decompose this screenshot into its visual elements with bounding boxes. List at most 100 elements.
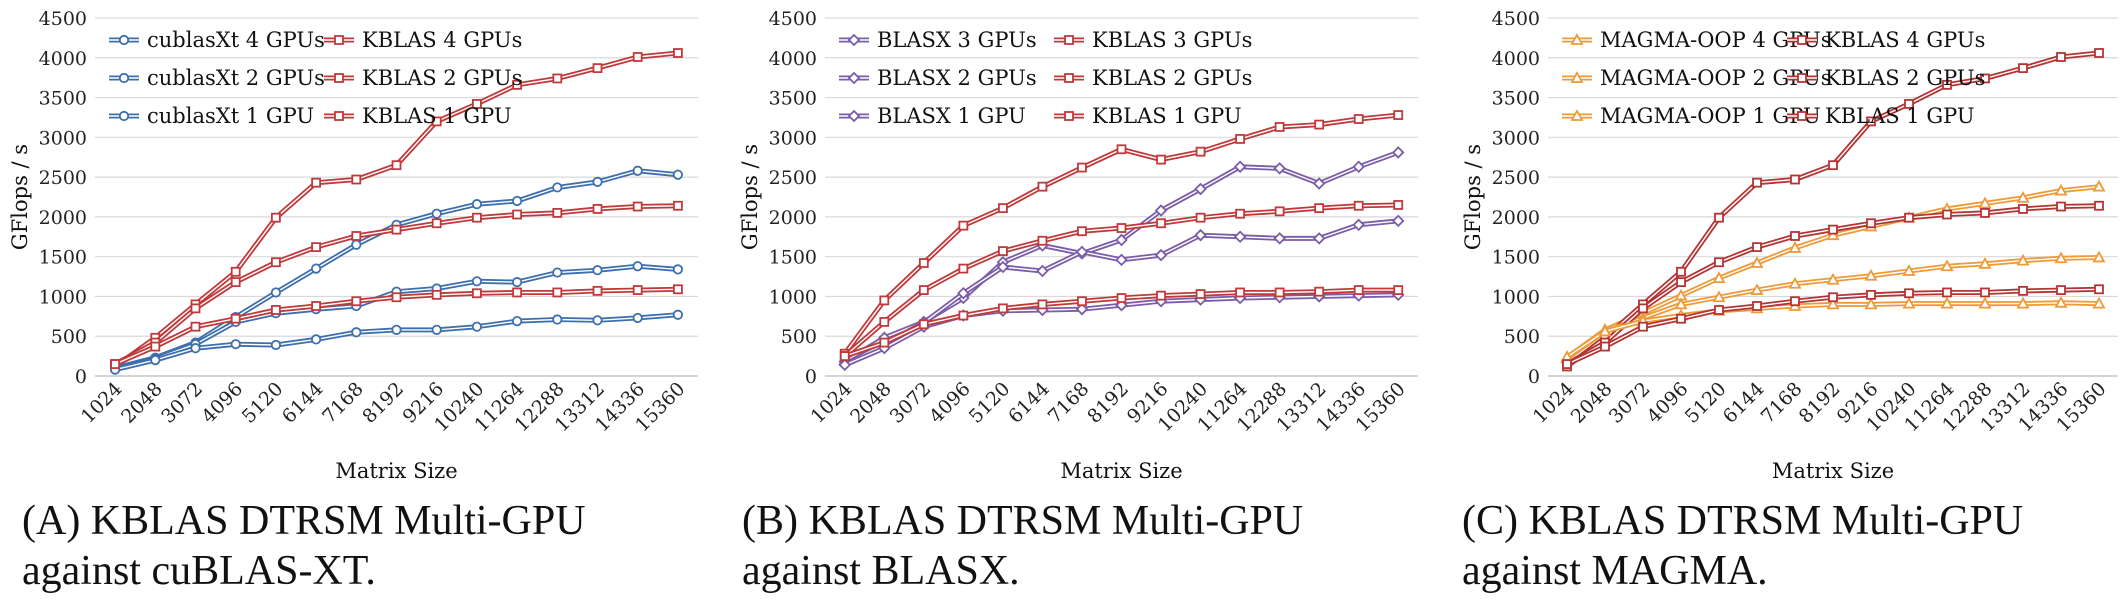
legend-item-c-1: KBLAS 4 GPUs bbox=[1787, 28, 1985, 52]
y-tick-c-9: 4500 bbox=[1492, 8, 1540, 30]
point-b-2-10 bbox=[1233, 230, 1247, 244]
point-c-5-12 bbox=[2018, 285, 2028, 296]
point-b-1-10 bbox=[1235, 134, 1245, 144]
y-tick-c-0: 0 bbox=[1528, 366, 1540, 388]
x-tick-b-7: 8192 bbox=[1083, 378, 1133, 428]
point-c-5-2 bbox=[1638, 321, 1648, 332]
caption-a-line-1: (A) KBLAS DTRSM Multi-GPU bbox=[22, 498, 586, 544]
point-b-5-6 bbox=[1077, 296, 1087, 307]
point-c-3-12 bbox=[2018, 204, 2028, 214]
y-tick-c-8: 4000 bbox=[1492, 48, 1540, 70]
point-c-2-3 bbox=[1674, 297, 1688, 310]
point-b-1-4 bbox=[997, 203, 1008, 214]
legend-label-b-4: BLASX 1 GPU bbox=[877, 104, 1026, 128]
y-tick-c-4: 2000 bbox=[1492, 207, 1540, 229]
chart-panel-b: 0 500 1000 1500 2000 2500 3000 3500 4000 4500 1024… bbox=[738, 8, 1418, 483]
point-b-5-5 bbox=[1037, 299, 1048, 310]
point-a-3-7 bbox=[391, 224, 402, 235]
y-tick-a-4: 2000 bbox=[39, 207, 87, 229]
point-b-2-5 bbox=[1036, 264, 1049, 278]
point-a-1-7 bbox=[391, 160, 402, 171]
x-tick-b-2: 3072 bbox=[886, 378, 936, 428]
point-c-1-8 bbox=[1866, 116, 1876, 127]
point-b-2-6 bbox=[1075, 245, 1089, 259]
point-a-4-5 bbox=[310, 334, 322, 345]
x-tick-a-7: 8192 bbox=[358, 378, 408, 428]
y-tick-b-2: 1000 bbox=[769, 286, 817, 308]
point-c-4-9 bbox=[1902, 296, 1916, 309]
legend-marker-b-2 bbox=[847, 71, 861, 85]
point-c-2-12 bbox=[2016, 253, 2030, 266]
y-tick-c-5: 2500 bbox=[1492, 167, 1540, 189]
x-tick-c-5: 6144 bbox=[1719, 378, 1769, 428]
x-tick-a-4: 5120 bbox=[238, 378, 288, 428]
point-b-1-3 bbox=[958, 220, 969, 231]
point-a-2-13 bbox=[632, 261, 643, 272]
point-b-2-7 bbox=[1115, 253, 1128, 267]
point-c-4-14 bbox=[2092, 296, 2106, 309]
series-a-3 bbox=[110, 200, 683, 369]
point-b-5-2 bbox=[918, 319, 929, 330]
point-a-4-2 bbox=[190, 343, 201, 354]
point-a-5-12 bbox=[592, 285, 603, 296]
point-c-0-13 bbox=[2054, 183, 2068, 196]
x-tick-labels-c: 1024204830724096512061447168819292161024… bbox=[1529, 378, 2111, 436]
point-a-3-5 bbox=[311, 242, 322, 253]
point-a-3-14 bbox=[673, 200, 683, 211]
x-tick-a-2: 3072 bbox=[157, 378, 207, 428]
point-c-3-8 bbox=[1866, 218, 1876, 229]
point-c-1-9 bbox=[1904, 99, 1914, 109]
x-tick-b-4: 5120 bbox=[965, 378, 1015, 428]
x-tick-labels-a: 1024204830724096512061447168819292161024… bbox=[77, 378, 690, 436]
point-c-5-4 bbox=[1714, 305, 1724, 315]
point-a-3-2 bbox=[190, 303, 201, 314]
point-c-4-11 bbox=[1978, 296, 1992, 309]
point-c-5-13 bbox=[2056, 285, 2066, 295]
point-b-1-2 bbox=[918, 258, 929, 268]
x-tick-labels-b: 1024204830724096512061447168819292161024… bbox=[807, 378, 1410, 436]
point-c-4-8 bbox=[1864, 297, 1878, 310]
legend-a: cublasXt 4 GPUs KBLAS 4 GPUs cublasXt 2 GP… bbox=[109, 28, 522, 128]
point-b-2-4 bbox=[996, 260, 1010, 274]
x-axis-title-b: Matrix Size bbox=[1060, 459, 1182, 483]
point-c-3-7 bbox=[1828, 224, 1838, 235]
point-a-0-12 bbox=[592, 176, 603, 187]
point-b-1-9 bbox=[1195, 146, 1206, 157]
point-b-5-10 bbox=[1235, 287, 1245, 298]
point-b-5-12 bbox=[1314, 286, 1325, 297]
legend-item-c-3: KBLAS 2 GPUs bbox=[1787, 66, 1985, 90]
point-a-1-12 bbox=[592, 63, 603, 74]
point-a-5-4 bbox=[270, 305, 281, 315]
x-tick-a-3: 4096 bbox=[197, 378, 247, 428]
x-tick-c-3: 4096 bbox=[1643, 378, 1693, 428]
legend-marker-c-1 bbox=[1797, 35, 1807, 45]
legend-marker-b-1 bbox=[1064, 35, 1074, 45]
point-c-3-6 bbox=[1790, 231, 1800, 241]
legend-item-b-4: BLASX 1 GPU bbox=[839, 104, 1026, 128]
x-tick-c-1: 2048 bbox=[1567, 378, 1617, 428]
point-c-1-10 bbox=[1942, 79, 1952, 90]
point-a-0-6 bbox=[351, 239, 362, 250]
legend-marker-a-1 bbox=[334, 35, 344, 45]
point-c-0-11 bbox=[1978, 196, 1992, 209]
legend-item-a-4: cublasXt 1 GPU bbox=[109, 104, 314, 128]
point-c-5-9 bbox=[1904, 288, 1914, 299]
point-b-2-11 bbox=[1273, 232, 1286, 245]
legend-label-a-5: KBLAS 1 GPU bbox=[362, 104, 512, 128]
point-a-2-11 bbox=[552, 267, 563, 278]
point-c-3-11 bbox=[1980, 208, 1990, 218]
point-c-5-8 bbox=[1866, 289, 1876, 300]
legend-item-a-1: KBLAS 4 GPUs bbox=[324, 28, 522, 52]
legend-label-c-3: KBLAS 2 GPUs bbox=[1825, 66, 1985, 90]
point-c-0-4 bbox=[1712, 271, 1726, 284]
point-a-5-14 bbox=[673, 284, 683, 295]
point-b-0-9 bbox=[1194, 182, 1207, 196]
point-c-4-12 bbox=[2016, 296, 2030, 309]
point-b-3-13 bbox=[1353, 200, 1364, 211]
point-c-1-13 bbox=[2056, 52, 2066, 62]
caption-a: (A) KBLAS DTRSM Multi-GPU against cuBLAS… bbox=[22, 496, 722, 596]
legend-label-b-3: KBLAS 2 GPUs bbox=[1092, 66, 1252, 90]
point-c-3-13 bbox=[2056, 201, 2066, 212]
y-tick-b-9: 4500 bbox=[769, 8, 817, 30]
